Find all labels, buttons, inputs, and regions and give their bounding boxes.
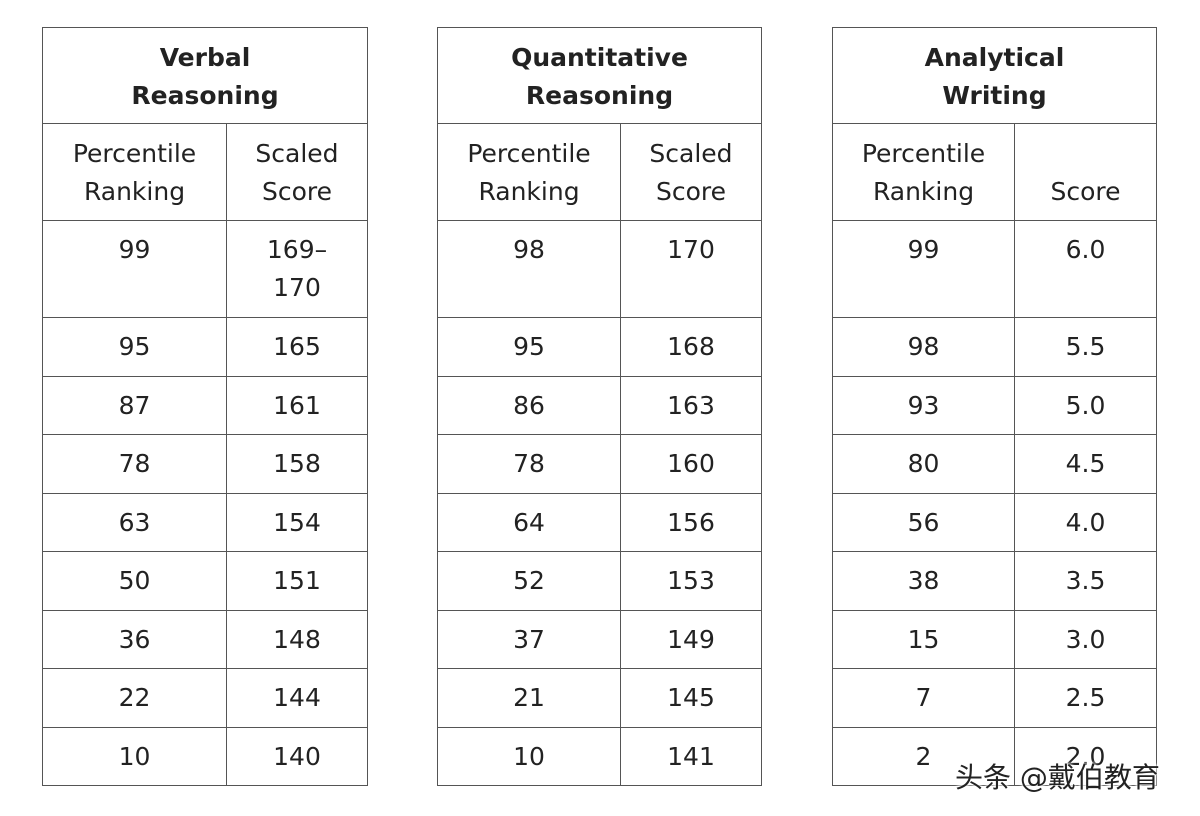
table-cell: 56 <box>833 493 1015 552</box>
table-cell: 99 <box>43 221 227 318</box>
table-cell: 93 <box>833 376 1015 435</box>
table-cell: 98 <box>438 221 621 318</box>
table-cell: 10 <box>43 727 227 786</box>
table-cell: 7 <box>833 669 1015 728</box>
table-cell: 5.5 <box>1015 318 1157 377</box>
table-cell: 170 <box>621 221 762 318</box>
table-title: Quantitative Reasoning <box>438 28 762 124</box>
table-cell: 145 <box>621 669 762 728</box>
score-table: Verbal Reasoning Percentile Ranking Scaled… <box>42 27 368 786</box>
table-cell: 148 <box>227 610 368 669</box>
table-cell: 149 <box>621 610 762 669</box>
table-cell: 156 <box>621 493 762 552</box>
table-cell: 95 <box>43 318 227 377</box>
table-cell: 2.0 <box>1015 727 1157 786</box>
table-cell: 168 <box>621 318 762 377</box>
table-cell: 169–170 <box>227 221 368 318</box>
table-cell: 3.5 <box>1015 552 1157 611</box>
table-cell: 154 <box>227 493 368 552</box>
table-cell: 78 <box>43 435 227 494</box>
column-header: Percentile Ranking <box>833 124 1015 221</box>
table-cell: 86 <box>438 376 621 435</box>
table-cell: 3.0 <box>1015 610 1157 669</box>
table-title: Verbal Reasoning <box>43 28 368 124</box>
table-cell: 10 <box>438 727 621 786</box>
column-header: Percentile Ranking <box>438 124 621 221</box>
column-header: Scaled Score <box>227 124 368 221</box>
table-cell: 38 <box>833 552 1015 611</box>
score-table: Quantitative Reasoning Percentile Ranking… <box>437 27 762 786</box>
table-cell: 52 <box>438 552 621 611</box>
table-cell: 64 <box>438 493 621 552</box>
watermark: 头条 @戴伯教育 <box>955 761 1160 794</box>
table-cell: 165 <box>227 318 368 377</box>
column-header: Percentile Ranking <box>43 124 227 221</box>
table-cell: 5.0 <box>1015 376 1157 435</box>
table-cell: 87 <box>43 376 227 435</box>
table-cell: 151 <box>227 552 368 611</box>
table-cell: 80 <box>833 435 1015 494</box>
table-cell: 63 <box>43 493 227 552</box>
table-cell: 144 <box>227 669 368 728</box>
table-cell: 15 <box>833 610 1015 669</box>
table-cell: 21 <box>438 669 621 728</box>
table-cell: 6.0 <box>1015 221 1157 318</box>
table-cell: 158 <box>227 435 368 494</box>
table-cell: 4.0 <box>1015 493 1157 552</box>
table-cell: 141 <box>621 727 762 786</box>
table-cell: 161 <box>227 376 368 435</box>
table-cell: 2 <box>833 727 1015 786</box>
table-cell: 22 <box>43 669 227 728</box>
table-cell: 160 <box>621 435 762 494</box>
table-cell: 37 <box>438 610 621 669</box>
table-cell: 99 <box>833 221 1015 318</box>
table-cell: 95 <box>438 318 621 377</box>
table-cell: 153 <box>621 552 762 611</box>
column-header: Scaled Score <box>621 124 762 221</box>
score-table: Analytical Writing Percentile Ranking Scor… <box>832 27 1157 786</box>
table-title: Analytical Writing <box>833 28 1157 124</box>
column-header: Score <box>1015 124 1157 221</box>
table-cell: 36 <box>43 610 227 669</box>
table-cell: 4.5 <box>1015 435 1157 494</box>
table-cell: 98 <box>833 318 1015 377</box>
table-cell: 140 <box>227 727 368 786</box>
table-cell: 78 <box>438 435 621 494</box>
table-cell: 2.5 <box>1015 669 1157 728</box>
table-cell: 163 <box>621 376 762 435</box>
table-cell: 50 <box>43 552 227 611</box>
